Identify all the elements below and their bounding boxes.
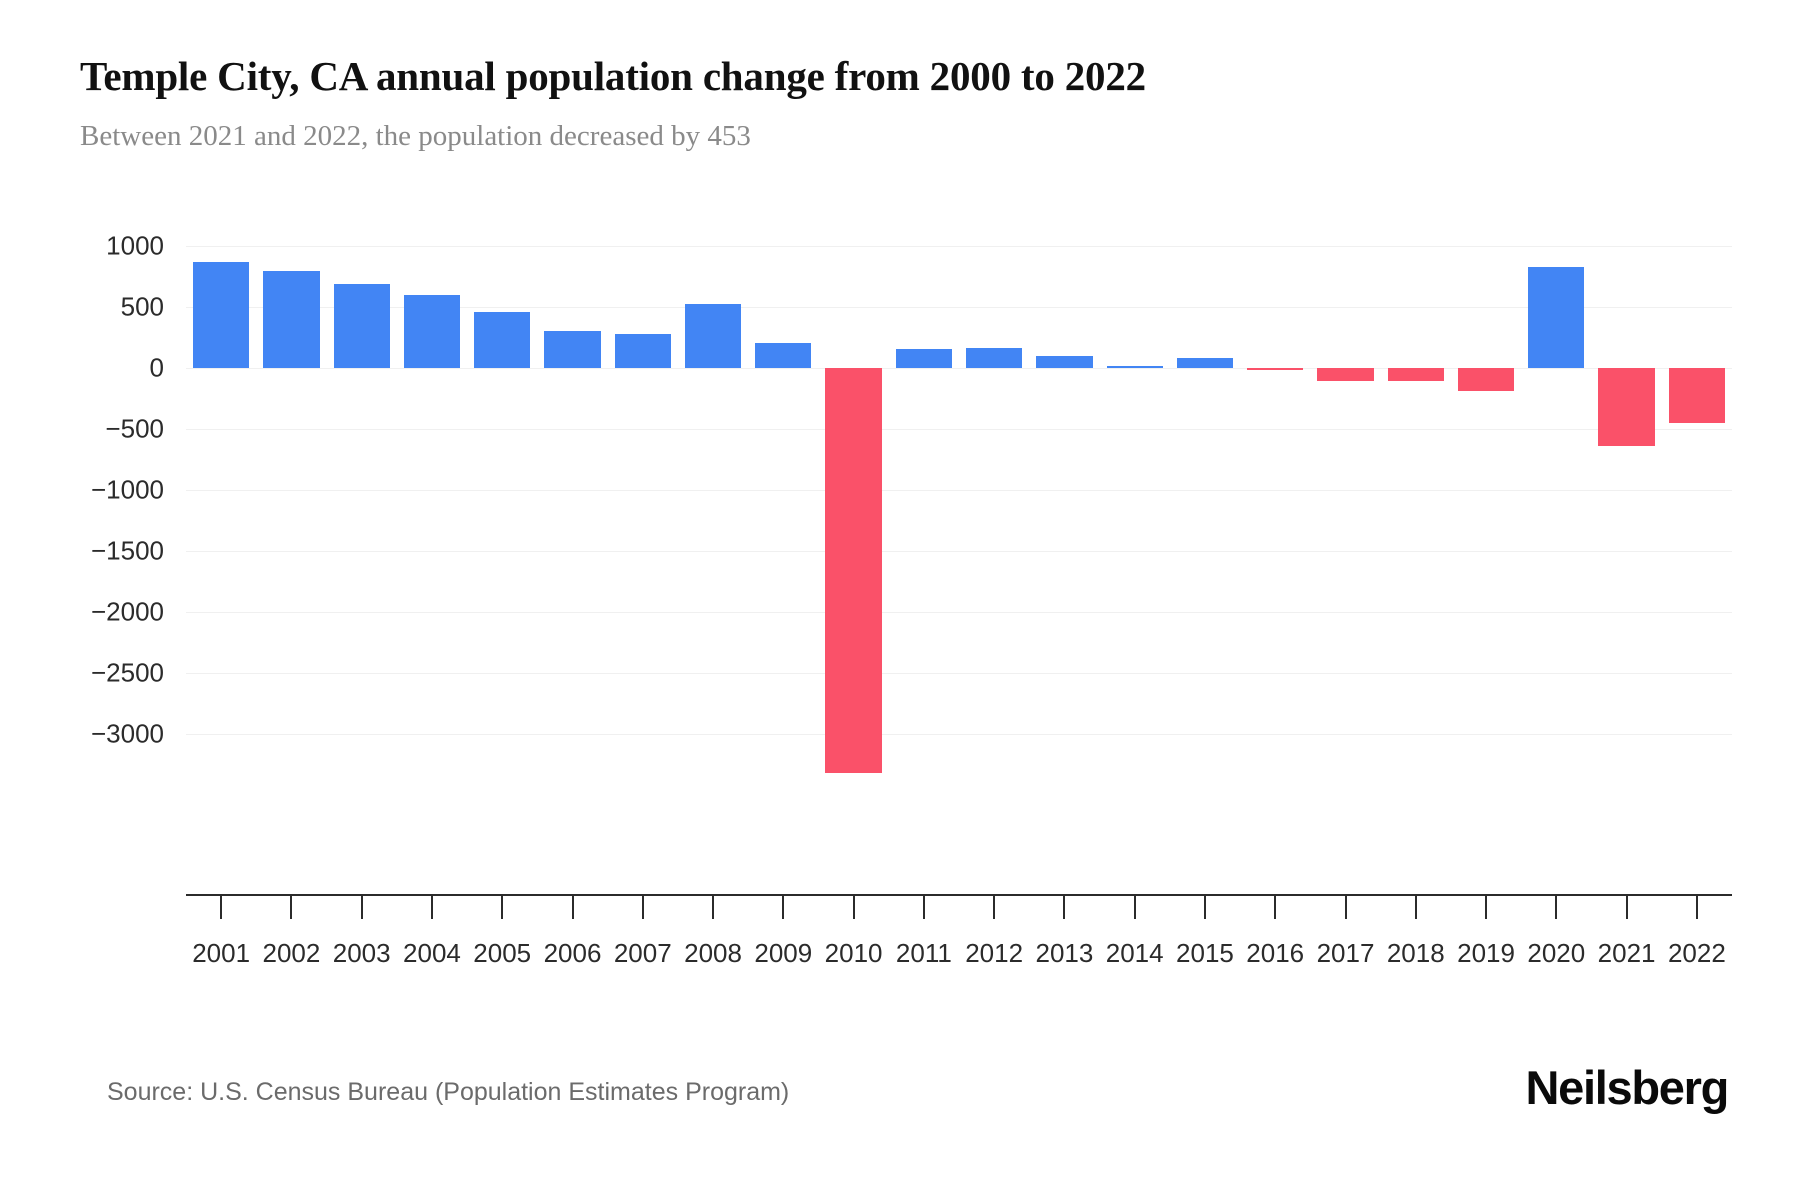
x-axis-tick-label: 2003 bbox=[332, 938, 391, 968]
y-axis-tick-label: −2000 bbox=[90, 596, 164, 627]
x-axis-tick bbox=[571, 896, 574, 919]
x-axis-tick-label: 2016 bbox=[1246, 938, 1305, 968]
bar-2014[interactable] bbox=[1106, 366, 1163, 369]
x-axis-tick bbox=[501, 896, 504, 919]
x-axis-tick-label: 2012 bbox=[965, 938, 1024, 968]
x-axis-tick-label: 2004 bbox=[403, 938, 461, 968]
x-axis-tick bbox=[1695, 896, 1698, 919]
x-axis-tick bbox=[1344, 896, 1347, 919]
x-axis-tick bbox=[430, 896, 433, 919]
y-axis-tick-label: 0 bbox=[149, 352, 164, 383]
bar-2011[interactable] bbox=[895, 349, 952, 368]
bar-2018[interactable] bbox=[1387, 368, 1444, 381]
x-axis-tick bbox=[1063, 896, 1066, 919]
x-axis-tick bbox=[1414, 896, 1417, 919]
y-axis-tick-label: −500 bbox=[105, 413, 164, 444]
bar-2022[interactable] bbox=[1668, 368, 1725, 424]
y-axis-tick-label: −3000 bbox=[90, 718, 164, 749]
x-axis-tick-label: 2005 bbox=[473, 938, 532, 968]
x-axis-tick bbox=[290, 896, 293, 919]
x-axis-tick bbox=[1555, 896, 1558, 919]
bar-2010[interactable] bbox=[825, 368, 882, 774]
gridline bbox=[186, 673, 1732, 674]
bar-2007[interactable] bbox=[614, 333, 671, 368]
bar-2008[interactable] bbox=[684, 303, 742, 368]
x-axis-tick-label: 2011 bbox=[895, 938, 952, 968]
x-axis-tick-label: 2006 bbox=[543, 938, 602, 968]
x-axis-tick-label: 2018 bbox=[1386, 938, 1445, 968]
x-axis-tick-label: 2014 bbox=[1105, 938, 1164, 968]
y-axis-tick-label: −1500 bbox=[90, 535, 164, 566]
x-axis-tick-label: 2020 bbox=[1527, 938, 1586, 968]
bar-2003[interactable] bbox=[333, 284, 390, 368]
bar-2005[interactable] bbox=[474, 311, 531, 368]
bar-2020[interactable] bbox=[1528, 267, 1585, 368]
y-axis-tick-label: 500 bbox=[120, 291, 164, 322]
bar-2017[interactable] bbox=[1317, 368, 1374, 382]
x-axis-tick bbox=[1625, 896, 1628, 919]
x-axis-tick-label: 2010 bbox=[824, 938, 883, 968]
bar-2019[interactable] bbox=[1457, 368, 1515, 391]
x-axis-tick bbox=[1485, 896, 1488, 919]
y-axis-tick-label: −2500 bbox=[90, 657, 164, 688]
source-note: Source: U.S. Census Bureau (Population E… bbox=[107, 1078, 790, 1106]
x-axis-tick-label: 2009 bbox=[754, 938, 813, 968]
gridline bbox=[186, 307, 1732, 308]
bar-2016[interactable] bbox=[1247, 368, 1304, 371]
y-axis-tick-label: 1000 bbox=[106, 230, 164, 261]
brand-logo: Neilsberg bbox=[1525, 1061, 1730, 1114]
y-axis-tick-label: −1000 bbox=[90, 474, 164, 505]
gridline bbox=[186, 490, 1732, 491]
x-axis-tick-label: 2021 bbox=[1597, 938, 1656, 968]
gridline bbox=[186, 246, 1732, 247]
x-axis-tick bbox=[641, 896, 644, 919]
gridline bbox=[186, 612, 1732, 613]
x-axis-tick bbox=[1274, 896, 1277, 919]
x-axis-tick-label: 2022 bbox=[1667, 938, 1726, 968]
gridline bbox=[186, 429, 1732, 430]
x-axis-tick-label: 2019 bbox=[1457, 938, 1515, 968]
page-subtitle: Between 2021 and 2022, the population de… bbox=[80, 120, 751, 152]
gridline bbox=[186, 551, 1732, 552]
x-axis-tick bbox=[922, 896, 925, 919]
bar-2002[interactable] bbox=[263, 271, 320, 368]
bar-2001[interactable] bbox=[193, 261, 250, 368]
bar-2021[interactable] bbox=[1598, 368, 1655, 447]
bar-2009[interactable] bbox=[755, 342, 812, 368]
x-axis-tick bbox=[1203, 896, 1206, 919]
x-axis-tick bbox=[852, 896, 855, 919]
x-axis-line bbox=[186, 894, 1732, 896]
x-axis-tick-label: 2015 bbox=[1176, 938, 1234, 968]
gridline bbox=[186, 368, 1732, 369]
x-axis-tick-label: 2017 bbox=[1316, 938, 1375, 968]
page-title: Temple City, CA annual population change… bbox=[80, 53, 1146, 99]
x-axis-tick bbox=[220, 896, 223, 919]
bars-group bbox=[186, 246, 1731, 816]
x-axis-tick-label: 2007 bbox=[613, 938, 672, 968]
x-axis-tick bbox=[360, 896, 363, 919]
x-axis-tick bbox=[993, 896, 996, 919]
x-axis-tick bbox=[782, 896, 785, 919]
bar-2006[interactable] bbox=[544, 330, 601, 368]
bar-chart: 1000 500 0 −500 −1000 −1500 −2000 −2500 −3000 20… bbox=[90, 230, 1732, 968]
bar-2013[interactable] bbox=[1036, 356, 1093, 368]
x-axis-tick bbox=[712, 896, 715, 919]
gridline bbox=[186, 734, 1732, 735]
x-axis-tick-label: 2001 bbox=[192, 938, 251, 968]
x-axis-tick bbox=[1133, 896, 1136, 919]
x-axis-tick-label: 2008 bbox=[684, 938, 742, 968]
bar-2012[interactable] bbox=[966, 348, 1023, 368]
bar-2015[interactable] bbox=[1176, 358, 1234, 368]
bar-2004[interactable] bbox=[403, 294, 461, 368]
x-axis-tick-label: 2013 bbox=[1035, 938, 1094, 968]
x-axis-tick-label: 2002 bbox=[262, 938, 321, 968]
